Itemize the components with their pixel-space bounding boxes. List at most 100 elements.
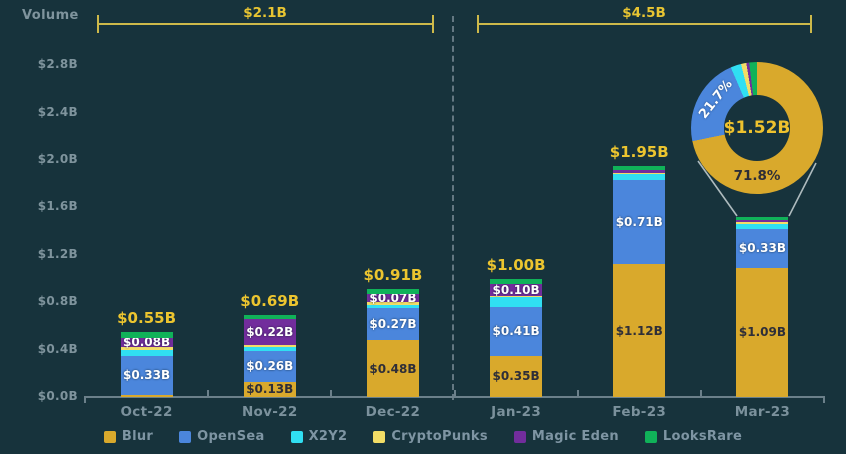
- legend-label: OpenSea: [197, 429, 265, 444]
- segment-value-label: $0.07B: [369, 291, 417, 306]
- bar-segment-cryptopunks-dec-22[interactable]: [366, 302, 419, 305]
- bar-segment-opensea-dec-22[interactable]: $0.27B: [366, 308, 419, 341]
- x-axis-tick: [576, 390, 579, 397]
- legend-swatch-cryptopunks: [373, 430, 386, 443]
- y-tick-label: $0.4B: [37, 341, 78, 356]
- legend-label: Magic Eden: [531, 429, 619, 444]
- bar-segment-x2y2-nov-22[interactable]: [243, 347, 296, 351]
- bar-segment-cryptopunks-mar-23[interactable]: [736, 221, 789, 225]
- segment-value-label: $0.13B: [246, 382, 294, 397]
- bar-segment-looksrare-feb-23[interactable]: [613, 165, 666, 170]
- legend-swatch-x2y2: [290, 430, 303, 443]
- bar-segment-looksrare-oct-22[interactable]: [120, 331, 173, 338]
- segment-value-label: $0.10B: [492, 283, 540, 298]
- segment-value-label: $0.71B: [615, 215, 663, 230]
- bar-segment-magic-eden-dec-22[interactable]: $0.07B: [366, 291, 419, 306]
- bar-segment-cryptopunks-nov-22[interactable]: [243, 344, 296, 348]
- bar-total-feb-23: $1.95B: [609, 142, 669, 161]
- y-tick-label: $0.8B: [37, 294, 78, 309]
- bar-segment-magic-eden-feb-23[interactable]: [613, 169, 666, 174]
- x-label-oct-22: Oct-22: [120, 404, 173, 420]
- legend-item-cryptopunks[interactable]: CryptoPunks: [373, 429, 488, 444]
- bar-segment-magic-eden-jan-23[interactable]: $0.10B: [490, 283, 543, 298]
- bar-segment-looksrare-nov-22[interactable]: [243, 315, 296, 319]
- right-bracket-cap-start: [477, 15, 479, 33]
- legend-label: X2Y2: [308, 429, 348, 444]
- y-tick-label: $0.0B: [37, 389, 78, 403]
- segment-value-label: $0.26B: [246, 359, 294, 374]
- bar-segment-opensea-mar-23[interactable]: $0.33B: [736, 228, 789, 268]
- bar-segment-blur-jan-23[interactable]: $0.35B: [490, 355, 543, 397]
- x-label-mar-23: Mar-23: [734, 404, 791, 420]
- bar-segment-blur-feb-23[interactable]: $1.12B: [613, 264, 666, 397]
- bar-segment-looksrare-mar-23[interactable]: [736, 216, 789, 221]
- bar-segment-blur-dec-22[interactable]: $0.48B: [366, 340, 419, 397]
- right-bracket-cap-end: [810, 15, 812, 33]
- x-label-dec-22: Dec-22: [365, 404, 421, 420]
- bar-segment-cryptopunks-feb-23[interactable]: [613, 173, 666, 175]
- x-axis-tick: [84, 396, 86, 403]
- bar-segment-looksrare-dec-22[interactable]: [366, 289, 419, 294]
- legend-label: LooksRare: [662, 429, 743, 444]
- donut-blur-pct-label: 71.8%: [733, 168, 781, 184]
- bar-segment-blur-oct-22[interactable]: [120, 394, 173, 397]
- bar-segment-opensea-jan-23[interactable]: $0.41B: [490, 306, 543, 356]
- bar-segment-opensea-feb-23[interactable]: $0.71B: [613, 180, 666, 265]
- segment-value-label: $0.41B: [492, 324, 540, 339]
- legend-item-magic-eden[interactable]: Magic Eden: [513, 429, 619, 444]
- x-label-jan-23: Jan-23: [491, 404, 542, 420]
- y-tick-label: $2.8B: [37, 57, 78, 72]
- y-tick-label: $2.0B: [37, 152, 78, 167]
- segment-value-label: $0.35B: [492, 369, 540, 384]
- mar-23-breakdown-donut[interactable]: $1.52B: [691, 62, 823, 194]
- donut-center-total: $1.52B: [723, 118, 791, 138]
- bar-segment-cryptopunks-oct-22[interactable]: [120, 347, 173, 350]
- bar-segment-x2y2-mar-23[interactable]: [736, 224, 789, 229]
- bar-segment-x2y2-dec-22[interactable]: [366, 304, 419, 309]
- x-axis-line: [85, 396, 824, 398]
- x-label-feb-23: Feb-23: [612, 404, 667, 420]
- segment-value-label: $1.09B: [738, 325, 786, 340]
- bar-segment-blur-nov-22[interactable]: $0.13B: [243, 381, 296, 397]
- legend-item-looksrare[interactable]: LooksRare: [644, 429, 743, 444]
- segment-value-label: $0.48B: [369, 361, 417, 376]
- segment-value-label: $0.27B: [369, 317, 417, 332]
- x-axis-tick: [453, 390, 456, 397]
- legend-label: Blur: [121, 429, 154, 444]
- y-axis-title: Volume: [22, 8, 79, 23]
- bar-segment-magic-eden-oct-22[interactable]: $0.08B: [120, 335, 173, 350]
- segment-value-label: $1.12B: [615, 323, 663, 338]
- legend-item-opensea[interactable]: OpenSea: [179, 429, 264, 444]
- donut-hole: $1.52B: [724, 95, 790, 161]
- bar-segment-opensea-oct-22[interactable]: $0.33B: [120, 355, 173, 395]
- legend-swatch-magic-eden: [513, 430, 526, 443]
- bar-segment-cryptopunks-jan-23[interactable]: [490, 296, 543, 298]
- bar-total-jan-23: $1.00B: [486, 255, 546, 274]
- bar-total-dec-22: $0.91B: [363, 266, 423, 285]
- bar-segment-looksrare-jan-23[interactable]: [490, 278, 543, 285]
- segment-value-label: $0.33B: [123, 368, 171, 383]
- bar-segment-x2y2-oct-22[interactable]: [120, 349, 173, 356]
- bar-segment-opensea-nov-22[interactable]: $0.26B: [243, 350, 296, 382]
- left-bracket-cap-end: [432, 15, 434, 33]
- y-tick-label: $1.6B: [37, 199, 78, 214]
- bar-segment-blur-mar-23[interactable]: $1.09B: [736, 267, 789, 397]
- bar-segment-magic-eden-nov-22[interactable]: $0.22B: [243, 318, 296, 345]
- period-divider: [452, 16, 454, 400]
- bar-segment-x2y2-jan-23[interactable]: [490, 297, 543, 307]
- bar-segment-magic-eden-mar-23[interactable]: [736, 220, 789, 222]
- bar-segment-x2y2-feb-23[interactable]: [613, 174, 666, 181]
- right-bracket-total: $4.5B: [622, 5, 666, 21]
- legend-item-blur[interactable]: Blur: [103, 429, 154, 444]
- segment-value-label: $0.33B: [738, 241, 786, 256]
- x-label-nov-22: Nov-22: [241, 404, 298, 420]
- legend-label: CryptoPunks: [391, 429, 488, 444]
- legend-swatch-looksrare: [644, 430, 657, 443]
- segment-value-label: $0.22B: [246, 324, 294, 339]
- legend-item-x2y2[interactable]: X2Y2: [290, 429, 348, 444]
- left-bracket-cap-start: [97, 15, 99, 33]
- segment-value-label: $0.08B: [123, 335, 171, 350]
- right-bracket-line: [477, 23, 812, 25]
- bar-total-nov-22: $0.69B: [240, 292, 300, 311]
